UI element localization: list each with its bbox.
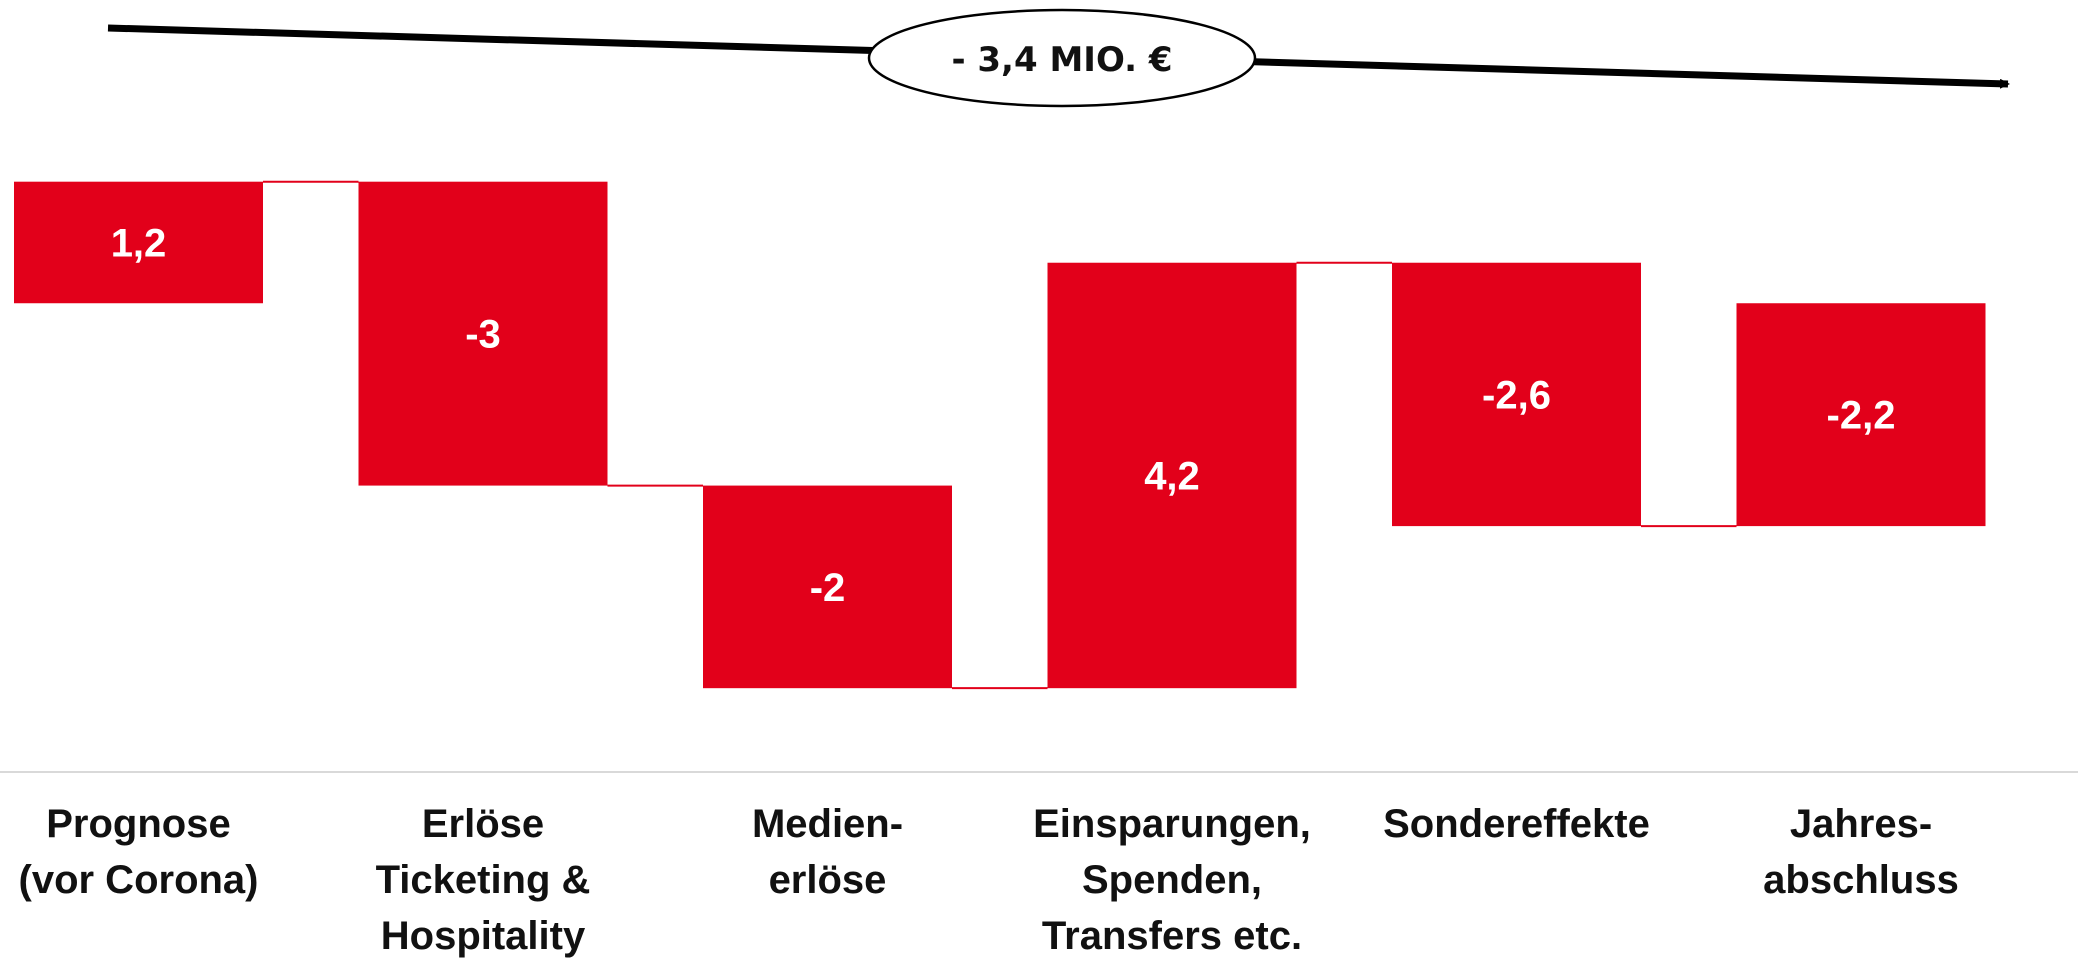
category-label-line: Einsparungen, xyxy=(1033,802,1311,846)
category-label-line: Ticketing & xyxy=(376,858,591,902)
bar-value-label-2: -3 xyxy=(465,313,501,357)
bar-value-label-5: -2,6 xyxy=(1482,373,1551,417)
bar-3 xyxy=(703,485,952,689)
category-label-1: Prognose (vor Corona) xyxy=(19,802,259,902)
category-label-line: Prognose xyxy=(46,802,230,846)
category-label-5: Sondereffekte xyxy=(1383,802,1650,846)
category-label-line: Transfers etc. xyxy=(1042,914,1302,958)
category-label-line: Hospitality xyxy=(381,914,586,958)
trend-banner: - 3,4 MIO. € xyxy=(107,8,2010,108)
banner-ellipse xyxy=(867,8,1257,108)
category-label-line: Jahres- xyxy=(1790,802,1932,846)
category-label-3: Medien-erlöse xyxy=(752,802,903,902)
category-label-2: Erlöse Ticketing & Hospitality xyxy=(376,802,591,958)
bar-value-label-4: 4,2 xyxy=(1144,454,1200,498)
category-labels: Prognose (vor Corona) Erlöse Ticketing & Hos… xyxy=(19,802,1959,958)
bar-1 xyxy=(14,181,263,304)
category-label-4: Einsparungen, Spenden, Transfers etc. xyxy=(1033,802,1311,958)
connectors xyxy=(263,180,1737,690)
category-label-line: Spenden, xyxy=(1082,858,1262,902)
category-label-line: Medien- xyxy=(752,802,903,846)
bar-value-label-3: -2 xyxy=(810,566,846,610)
bar-value-label-1: 1,2 xyxy=(111,221,167,265)
bar-6 xyxy=(1736,303,1986,527)
category-label-line: Erlöse xyxy=(422,802,544,846)
category-label-line: erlöse xyxy=(769,858,887,902)
bar-2 xyxy=(358,181,608,486)
bars: 1,2 -3 -2 4,2 -2,6 -2,2 xyxy=(14,181,1986,689)
category-label-line: abschluss xyxy=(1763,858,1959,902)
category-label-line: Sondereffekte xyxy=(1383,802,1650,846)
bar-5 xyxy=(1392,262,1641,527)
banner-text: - 3,4 MIO. € xyxy=(951,40,1172,80)
category-label-line: (vor Corona) xyxy=(19,858,259,902)
bar-value-label-6: -2,2 xyxy=(1827,394,1896,438)
bar-4 xyxy=(1047,262,1297,689)
category-label-6: Jahres-abschluss xyxy=(1763,802,1959,902)
